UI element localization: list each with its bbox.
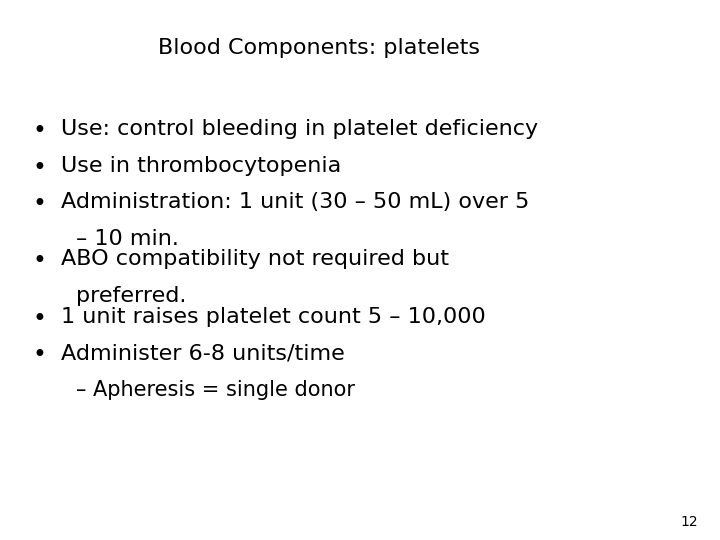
Text: •: •	[32, 156, 47, 179]
Text: •: •	[32, 192, 47, 216]
Text: ABO compatibility not required but: ABO compatibility not required but	[61, 249, 449, 269]
Text: Use in thrombocytopenia: Use in thrombocytopenia	[61, 156, 341, 176]
Text: •: •	[32, 307, 47, 330]
Text: 1 unit raises platelet count 5 – 10,000: 1 unit raises platelet count 5 – 10,000	[61, 307, 486, 327]
Text: Use: control bleeding in platelet deficiency: Use: control bleeding in platelet defici…	[61, 119, 539, 139]
Text: 12: 12	[681, 515, 698, 529]
Text: •: •	[32, 119, 47, 143]
Text: •: •	[32, 249, 47, 273]
Text: Administer 6-8 units/time: Administer 6-8 units/time	[61, 343, 345, 363]
Text: Administration: 1 unit (30 – 50 mL) over 5: Administration: 1 unit (30 – 50 mL) over…	[61, 192, 530, 212]
Text: Blood Components: platelets: Blood Components: platelets	[158, 38, 480, 58]
Text: – 10 min.: – 10 min.	[76, 229, 179, 249]
Text: – Apheresis = single donor: – Apheresis = single donor	[76, 380, 355, 400]
Text: preferred.: preferred.	[76, 286, 186, 306]
Text: •: •	[32, 343, 47, 367]
